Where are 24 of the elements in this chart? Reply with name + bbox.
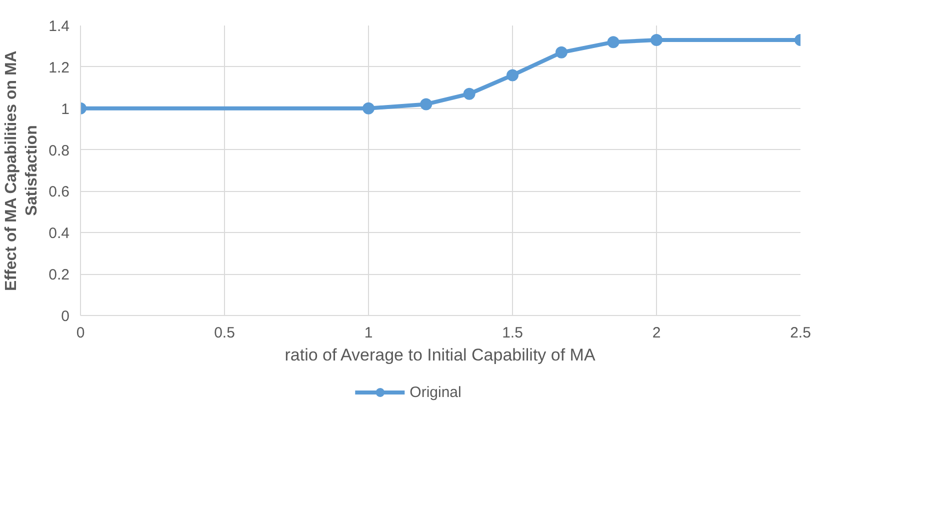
y-tick-label: 1.4 [48, 18, 70, 35]
x-tick-label: 1 [364, 324, 373, 342]
y-tick-label: 0.4 [48, 225, 70, 242]
point [650, 34, 662, 46]
y-tick-label: 0.2 [48, 266, 70, 284]
y-tick-label: 0.8 [48, 142, 70, 160]
x-tick-label: 2.5 [790, 324, 811, 342]
x-tick-label: 0 [76, 324, 85, 342]
point [420, 98, 432, 110]
x-tick-label: 0.5 [214, 324, 235, 342]
x-tick-label: 2 [652, 324, 661, 342]
x-axis-title: ratio of Average to Initial Capability of MA [284, 346, 596, 364]
y-tick-label: 0 [61, 308, 70, 325]
point [607, 36, 620, 48]
y-axis-title: Effect of MA Capabilities on MA Satisfaction [3, 50, 41, 291]
point [555, 46, 568, 58]
x-tick-label: 1.5 [502, 324, 523, 342]
y-tick-label: 0.6 [48, 184, 70, 201]
point [362, 102, 374, 114]
y-tick-label: 1 [61, 100, 70, 118]
legend-label: Original [410, 384, 462, 400]
point [506, 69, 518, 82]
point [463, 88, 476, 100]
y-tick-label: 1.2 [48, 59, 70, 76]
